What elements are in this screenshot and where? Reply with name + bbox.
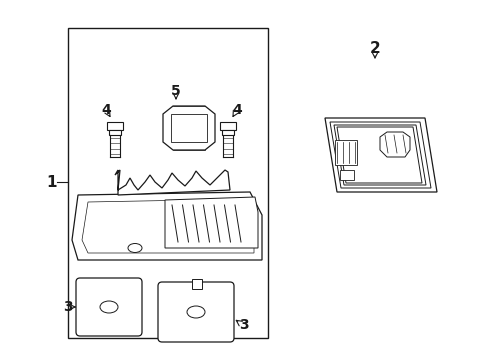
Bar (107, 122, 123, 130)
Text: 3: 3 (239, 318, 248, 332)
Bar (109, 130, 121, 135)
Text: 4: 4 (232, 103, 242, 117)
Polygon shape (82, 199, 253, 253)
Bar (222, 130, 234, 135)
FancyBboxPatch shape (158, 282, 234, 342)
Polygon shape (163, 106, 215, 150)
Bar (171, 114, 206, 142)
Bar (220, 122, 236, 130)
Polygon shape (115, 170, 229, 195)
Polygon shape (325, 118, 436, 192)
Polygon shape (164, 197, 258, 248)
Polygon shape (336, 127, 421, 183)
Text: 5: 5 (171, 84, 181, 98)
Text: 3: 3 (63, 300, 73, 314)
Ellipse shape (128, 243, 142, 252)
Polygon shape (72, 192, 262, 260)
Polygon shape (379, 132, 409, 157)
Text: 1: 1 (47, 175, 57, 189)
Text: 2: 2 (369, 41, 380, 55)
Polygon shape (329, 122, 430, 188)
Bar (339, 170, 353, 180)
Polygon shape (333, 125, 425, 185)
Bar (192, 279, 202, 289)
Ellipse shape (100, 301, 118, 313)
Bar (68, 28, 267, 338)
Ellipse shape (186, 306, 204, 318)
Text: 4: 4 (101, 103, 111, 117)
FancyBboxPatch shape (76, 278, 142, 336)
Bar (334, 140, 356, 165)
